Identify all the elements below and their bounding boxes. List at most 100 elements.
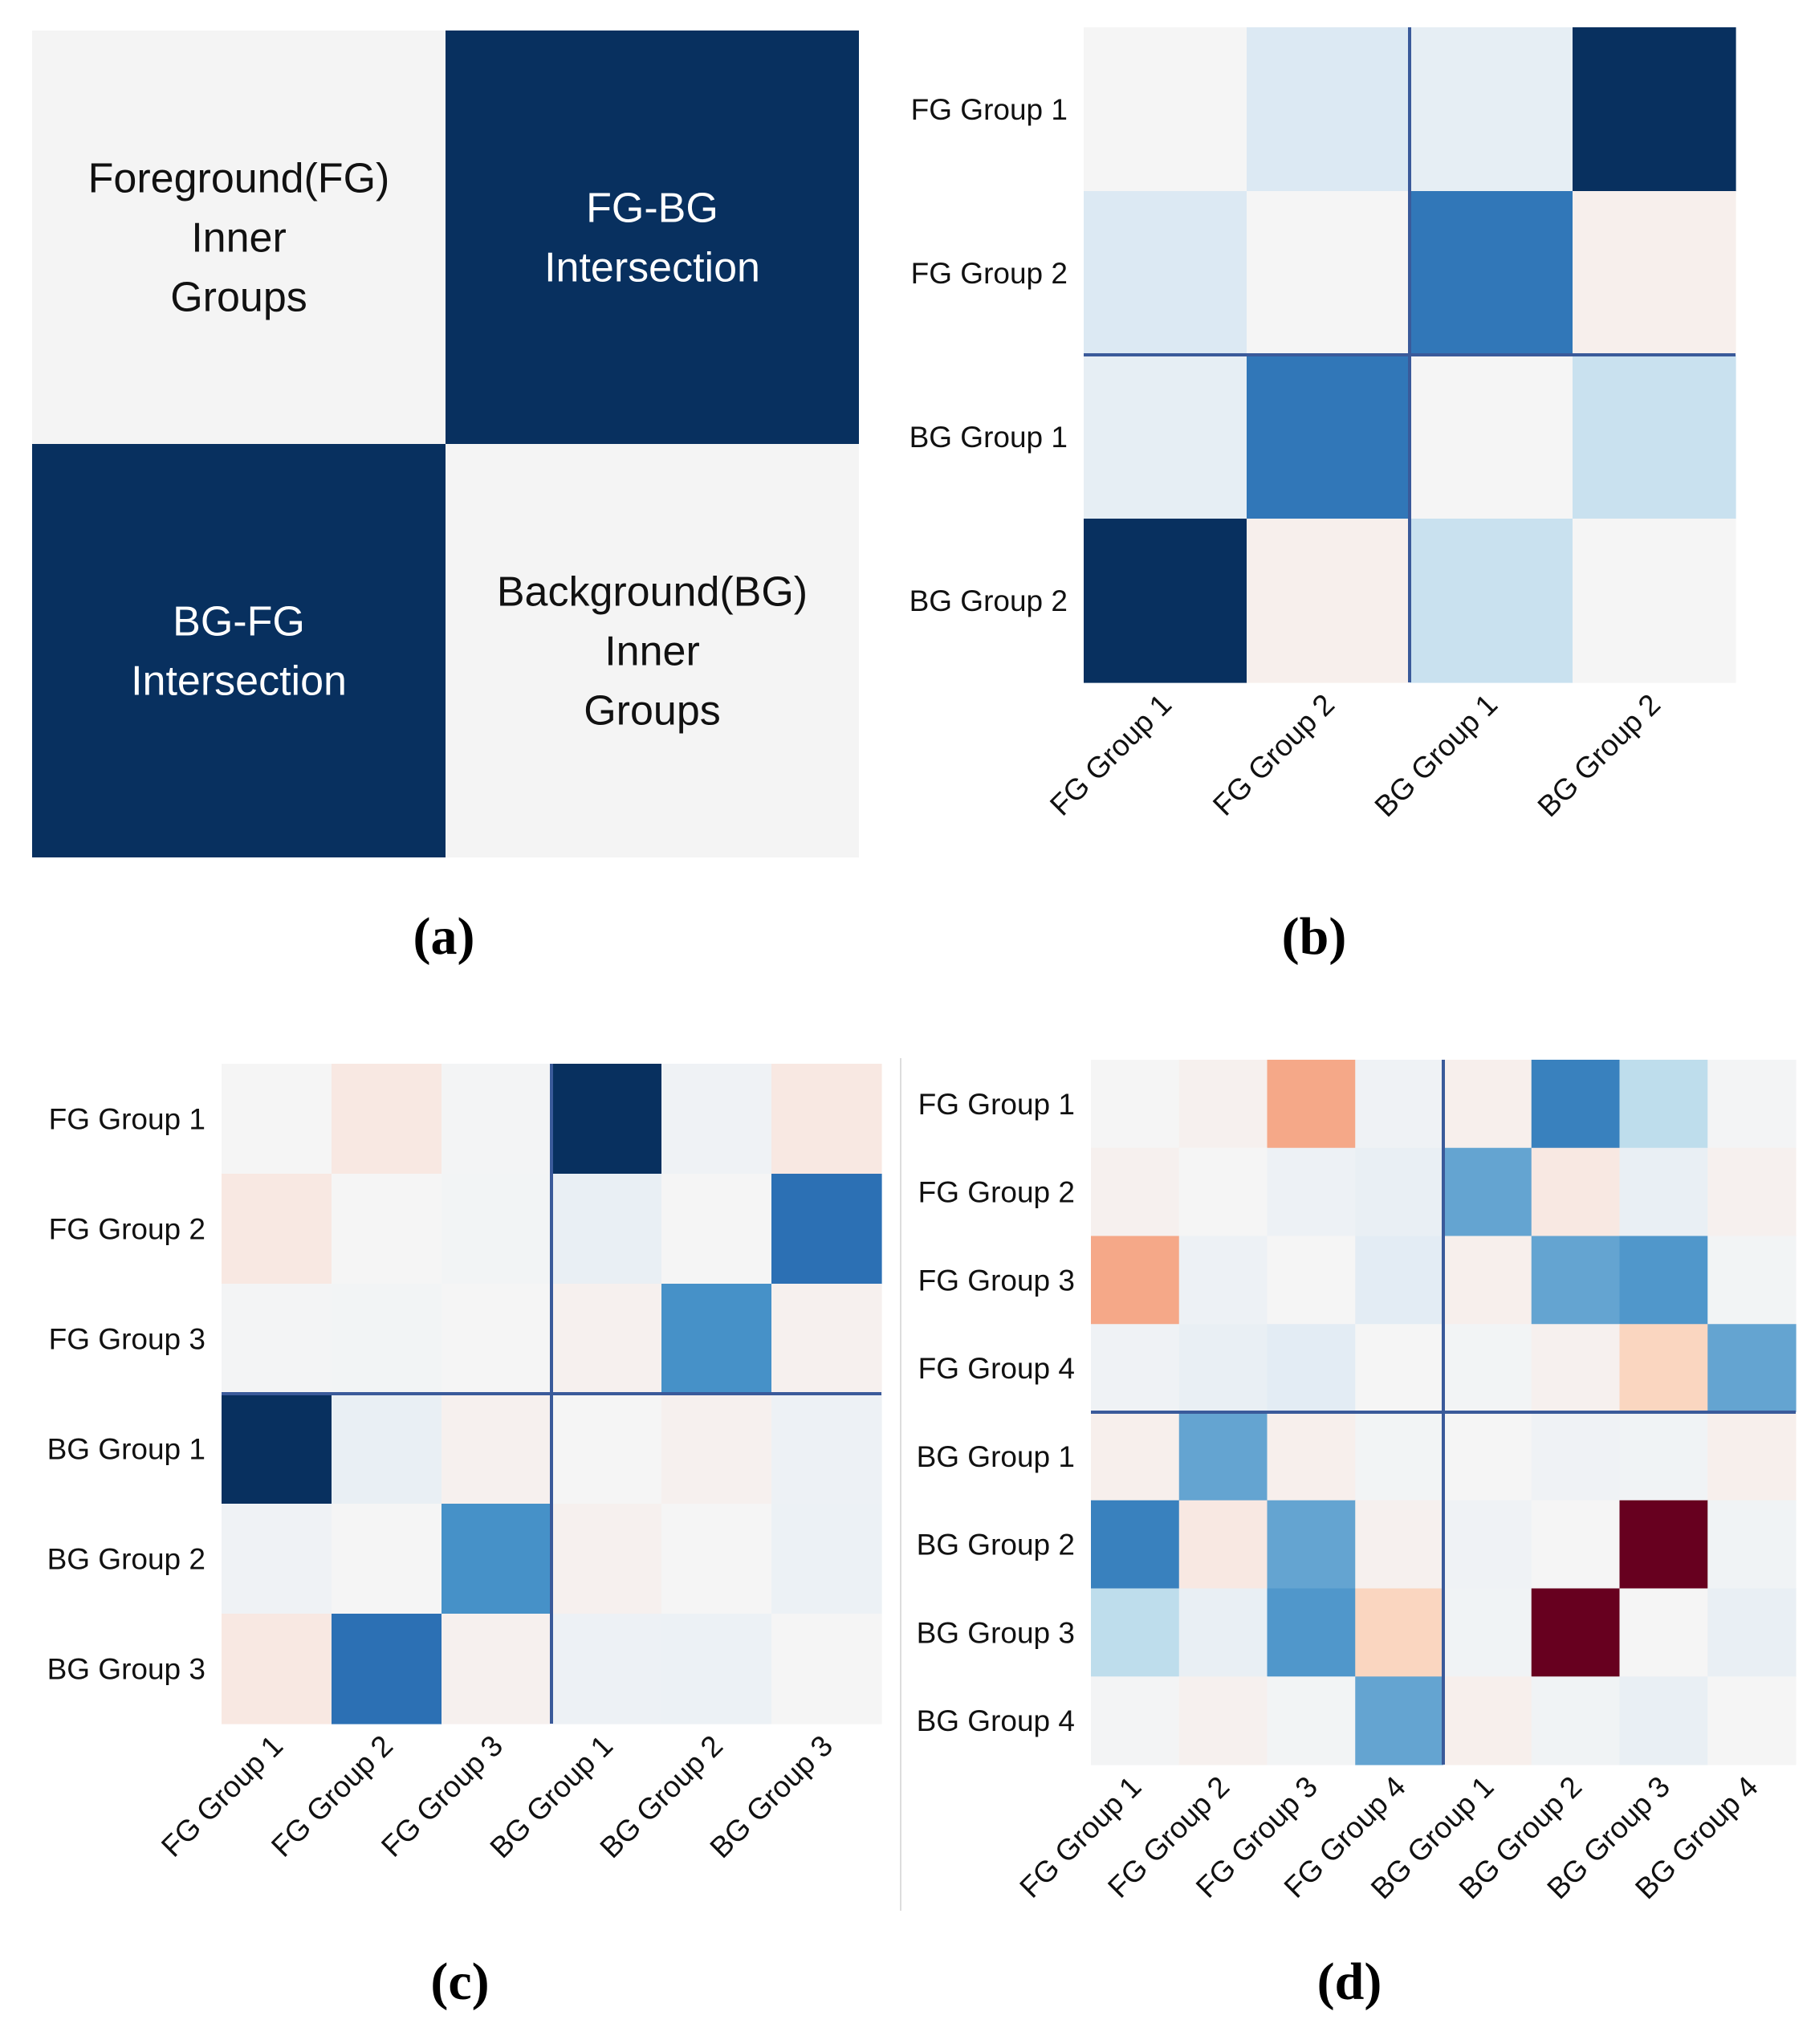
heatmap-cell-r3-c1 — [1178, 1324, 1268, 1413]
heatmap-cell-r1-c3 — [551, 1174, 662, 1285]
quadrant-label-0-0-line-0: Foreground(FG) — [88, 156, 390, 202]
heatmap-cell-r0-c3 — [551, 1064, 662, 1175]
heatmap-cell-r1-c2 — [1267, 1147, 1356, 1237]
row-label-fg-group-1: FG Group 1 — [918, 1088, 1075, 1121]
heatmap-cell-r0-c2 — [442, 1064, 552, 1175]
heatmap-cell-r2-c6 — [1619, 1236, 1708, 1325]
heatmap-cell-r3-c4 — [661, 1394, 772, 1504]
heatmap-cell-r6-c0 — [1091, 1588, 1180, 1677]
heatmap-cell-r1-c1 — [1178, 1147, 1268, 1237]
col-label-bg-group-1: BG Group 1 — [1369, 688, 1504, 824]
quadrant-label-1-1-line-2: Groups — [584, 688, 721, 735]
col-label-fg-group-1: FG Group 1 — [1044, 688, 1178, 822]
row-label-bg-group-4: BG Group 4 — [917, 1704, 1075, 1737]
heatmap-cell-r4-c0 — [1091, 1412, 1180, 1501]
heatmap-cell-r0-c1 — [1247, 27, 1410, 192]
panel-b: FG Group 1FG Group 2BG Group 1BG Group 2… — [910, 27, 1736, 823]
heatmap-cell-r6-c5 — [1531, 1588, 1621, 1677]
heatmap-cell-r0-c0 — [222, 1064, 332, 1175]
panel-a: Foreground(FG) Inner Groups FG-BG Intersecti… — [32, 31, 859, 857]
heatmap-cell-r0-c3 — [1355, 1060, 1444, 1149]
heatmap-cell-r2-c7 — [1707, 1236, 1797, 1325]
heatmap-cell-r1-c0 — [1091, 1147, 1180, 1237]
heatmap-cell-r4-c6 — [1619, 1412, 1708, 1501]
heatmap-cell-r2-c5 — [771, 1284, 882, 1395]
heatmap-cell-r3-c2 — [1410, 519, 1573, 683]
quadrant-cell-1-1 — [446, 444, 859, 857]
heatmap-cell-r2-c3 — [551, 1284, 662, 1395]
heatmap-cell-r2-c0 — [1091, 1236, 1180, 1325]
heatmap-cell-r5-c7 — [1707, 1500, 1797, 1590]
heatmap-cell-r4-c3 — [1355, 1412, 1444, 1501]
heatmap-cell-r2-c2 — [1410, 355, 1573, 519]
heatmap-cell-r2-c2 — [442, 1284, 552, 1395]
heatmap-cell-r2-c3 — [1355, 1236, 1444, 1325]
heatmap-cell-r2-c0 — [222, 1284, 332, 1395]
heatmap-cell-r7-c3 — [1355, 1676, 1444, 1765]
heatmap-cell-r0-c4 — [661, 1064, 772, 1175]
heatmap-cell-r1-c0 — [222, 1174, 332, 1285]
heatmap-cell-r5-c4 — [661, 1614, 772, 1724]
row-label-bg-group-2: BG Group 2 — [910, 584, 1068, 617]
caption-c: (c) — [430, 1952, 489, 2011]
quadrant-label-0-0-line-2: Groups — [170, 275, 307, 321]
heatmap-cell-r2-c2 — [1267, 1236, 1356, 1325]
row-label-bg-group-2: BG Group 2 — [47, 1543, 206, 1576]
heatmap-cell-r4-c4 — [1443, 1412, 1532, 1501]
row-label-fg-group-2: FG Group 2 — [911, 257, 1068, 290]
heatmap-cell-r4-c7 — [1707, 1412, 1797, 1501]
row-label-bg-group-2: BG Group 2 — [917, 1529, 1075, 1562]
row-label-fg-group-1: FG Group 1 — [49, 1103, 206, 1136]
heatmap-cell-r0-c7 — [1707, 1060, 1797, 1149]
heatmap-cell-r3-c5 — [1531, 1324, 1621, 1413]
heatmap-cell-r1-c1 — [1247, 191, 1410, 356]
heatmap-cell-r5-c3 — [551, 1614, 662, 1724]
heatmap-cell-r6-c7 — [1707, 1588, 1797, 1677]
heatmap-cell-r3-c2 — [442, 1394, 552, 1504]
heatmap-cell-r5-c5 — [1531, 1500, 1621, 1590]
quadrant-label-1-1-line-1: Inner — [604, 629, 700, 675]
heatmap-cell-r0-c0 — [1084, 27, 1247, 192]
heatmap-cell-r1-c0 — [1084, 191, 1247, 356]
quadrant-label-1-0-line-1: Intersection — [131, 658, 347, 705]
heatmap-cell-r6-c4 — [1443, 1588, 1532, 1677]
heatmap-cell-r1-c4 — [1443, 1147, 1532, 1237]
heatmap-cell-r3-c0 — [1084, 519, 1247, 683]
heatmap-cell-r1-c2 — [1410, 191, 1573, 356]
heatmap-cell-r4-c5 — [1531, 1412, 1621, 1501]
heatmap-cell-r5-c1 — [332, 1614, 442, 1724]
heatmap-cell-r3-c3 — [1573, 519, 1736, 683]
heatmap-cell-r5-c0 — [1091, 1500, 1180, 1590]
row-label-fg-group-3: FG Group 3 — [49, 1323, 206, 1356]
heatmap-cell-r4-c1 — [1178, 1412, 1268, 1501]
heatmap-cell-r7-c2 — [1267, 1676, 1356, 1765]
heatmap-cell-r4-c5 — [771, 1504, 882, 1614]
quadrant-label-1-0-line-0: BG-FG — [173, 599, 305, 645]
caption-a: (a) — [413, 907, 475, 966]
heatmap-cell-r5-c3 — [1355, 1500, 1444, 1590]
row-label-bg-group-1: BG Group 1 — [47, 1433, 206, 1466]
heatmap-cell-r3-c1 — [1247, 519, 1410, 683]
heatmap-cell-r5-c4 — [1443, 1500, 1532, 1590]
row-label-bg-group-3: BG Group 3 — [47, 1653, 206, 1686]
heatmap-cell-r7-c5 — [1531, 1676, 1621, 1765]
heatmap-cell-r2-c1 — [1247, 355, 1410, 519]
quadrant-cell-0-0 — [32, 31, 446, 444]
heatmap-cell-r0-c4 — [1443, 1060, 1532, 1149]
heatmap-cell-r6-c6 — [1619, 1588, 1708, 1677]
row-label-fg-group-2: FG Group 2 — [49, 1213, 206, 1246]
heatmap-cell-r0-c5 — [771, 1064, 882, 1175]
col-label-fg-group-2: FG Group 2 — [1207, 688, 1341, 822]
heatmap-cell-r2-c1 — [332, 1284, 442, 1395]
heatmap-cell-r4-c2 — [442, 1504, 552, 1614]
col-label-bg-group-2: BG Group 2 — [1532, 688, 1667, 824]
heatmap-cell-r7-c7 — [1707, 1676, 1797, 1765]
heatmap-cell-r6-c2 — [1267, 1588, 1356, 1677]
heatmap-cell-r4-c3 — [551, 1504, 662, 1614]
heatmap-cell-r1-c6 — [1619, 1147, 1708, 1237]
heatmap-cell-r7-c4 — [1443, 1676, 1532, 1765]
heatmap-cell-r5-c6 — [1619, 1500, 1708, 1590]
heatmap-cell-r0-c1 — [1178, 1060, 1268, 1149]
heatmap-cell-r0-c2 — [1410, 27, 1573, 192]
heatmap-cell-r3-c2 — [1267, 1324, 1356, 1413]
